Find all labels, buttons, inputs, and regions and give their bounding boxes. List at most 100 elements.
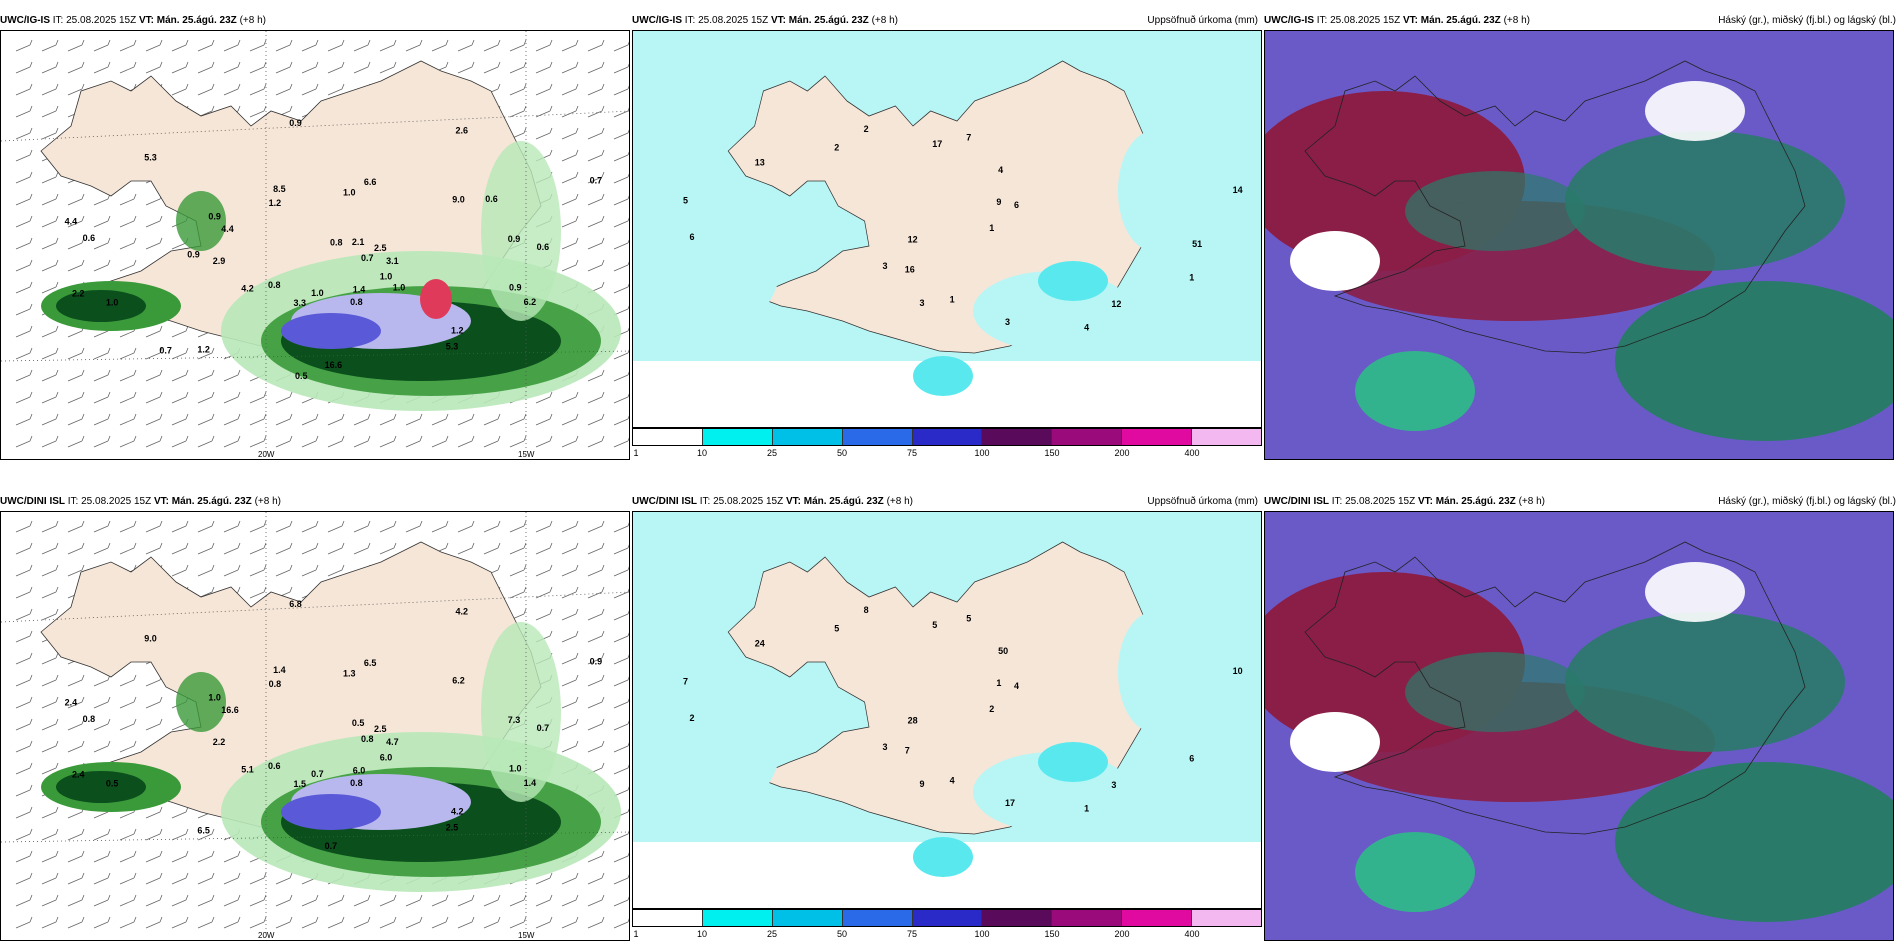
legend-swatch xyxy=(702,429,773,445)
precip-values: 0.70.81.01.20.60.71.01.20.91.02.61.44.40… xyxy=(65,118,602,381)
accum-value: 2 xyxy=(690,713,695,723)
accum-value: 1 xyxy=(1084,804,1089,814)
precip-shading xyxy=(663,612,1188,877)
precip-value: 7.3 xyxy=(508,715,521,725)
model-name: UWC/DINI ISL xyxy=(632,496,697,507)
precip-value: 2.2 xyxy=(213,737,226,747)
legend-label: 75 xyxy=(906,929,918,939)
accum-value: 2 xyxy=(864,124,869,134)
precip-value: 3.1 xyxy=(386,256,399,266)
precip-value: 6.0 xyxy=(353,765,366,775)
accum-value: 3 xyxy=(1005,317,1010,327)
legend-swatch xyxy=(772,429,843,445)
accum-value: 6 xyxy=(1189,753,1194,763)
legend-swatch xyxy=(912,429,983,445)
precip-value: 0.7 xyxy=(590,175,603,185)
precip-shading xyxy=(41,622,621,892)
issue-time: IT: 25.08.2025 15Z xyxy=(67,496,152,507)
wind-precip-map: 20W 15W 0.8 0.6 1.3 4.2 0.8 0.9 0.7 0.8 1.0 0.5 4.2 6… xyxy=(0,511,630,941)
precip-value: 2.2 xyxy=(72,289,85,299)
precip-value: 1.0 xyxy=(208,693,221,703)
accum-value: 17 xyxy=(932,139,942,149)
precip-value: 0.6 xyxy=(83,233,96,243)
precip-value: 0.7 xyxy=(361,253,374,263)
right-title: Uppsöfnuð úrkoma (mm) xyxy=(1147,15,1258,26)
accum-value: 7 xyxy=(905,745,910,755)
precip-value: 6.5 xyxy=(197,825,210,835)
valid-time: VT: Mán. 25.ágú. 23Z xyxy=(138,15,237,26)
precip-value: 6.2 xyxy=(452,676,465,686)
legend-swatch xyxy=(982,429,1053,445)
accum-value: 9 xyxy=(996,197,1001,207)
panel-dini-clouds: UWC/DINI ISL IT: 25.08.2025 15Z VT: Mán.… xyxy=(1264,493,1900,941)
panel-title: UWC/IG-IS IT: 25.08.2025 15Z VT: Mán. 25… xyxy=(632,12,1262,30)
lead-time: (+8 h) xyxy=(1503,15,1530,26)
accum-value: 5 xyxy=(932,620,937,630)
precip-value: 0.9 xyxy=(187,249,200,259)
accum-value: 9 xyxy=(919,779,924,789)
precip-value: 1.0 xyxy=(343,187,356,197)
model-name: UWC/IG-IS xyxy=(1264,15,1314,26)
legend-swatch xyxy=(1052,429,1123,445)
legend-label: 50 xyxy=(836,929,848,939)
accum-value: 2 xyxy=(989,704,994,714)
panel-title: UWC/DINI ISL IT: 25.08.2025 15Z VT: Mán.… xyxy=(1264,493,1900,511)
legend-swatch xyxy=(982,910,1053,926)
valid-time: VT: Mán. 25.ágú. 23Z xyxy=(785,496,884,507)
precip-value: 2.5 xyxy=(374,724,387,734)
issue-time: IT: 25.08.2025 15Z xyxy=(684,15,769,26)
precip-value: 1.4 xyxy=(273,665,286,675)
accum-value: 5 xyxy=(834,624,839,634)
accum-value: 1 xyxy=(950,294,955,304)
precip-value: 0.5 xyxy=(352,718,365,728)
legend-label: 1 xyxy=(633,448,639,458)
lead-time: (+8 h) xyxy=(871,15,898,26)
color-legend: 1 10 25 50 75 100 150 200 400 xyxy=(632,909,1262,941)
accum-value: 16 xyxy=(905,264,915,274)
legend-label: 75 xyxy=(906,448,918,458)
accum-value: 3 xyxy=(882,742,887,752)
precip-value: 4.4 xyxy=(65,217,78,227)
precip-value: 1.4 xyxy=(353,284,366,294)
precip-value: 0.9 xyxy=(508,234,521,244)
accum-value: 4 xyxy=(998,165,1003,175)
accum-value: 14 xyxy=(1233,185,1243,195)
legend-label: 150 xyxy=(1044,929,1060,939)
cloud-map xyxy=(1264,511,1894,941)
precip-value: 5.3 xyxy=(446,342,459,352)
panel-ig-accum: UWC/IG-IS IT: 25.08.2025 15Z VT: Mán. 25… xyxy=(632,12,1262,460)
precip-value: 2.4 xyxy=(72,770,85,780)
precip-value: 4.2 xyxy=(456,607,469,617)
accum-precip-map: 1 3 7 4 5 6 3 2 1 12 4 3 13 14 16 17 12 6 9 1 2 51 xyxy=(632,30,1262,428)
precip-value: 2.5 xyxy=(446,823,459,833)
legend-label: 150 xyxy=(1044,448,1060,458)
valid-time: VT: Mán. 25.ágú. 23Z xyxy=(1417,496,1516,507)
precip-value: 2.5 xyxy=(374,243,387,253)
precip-value: 16.6 xyxy=(221,705,239,715)
color-legend: 1 10 25 50 75 100 150 200 400 xyxy=(632,428,1262,460)
accum-value: 51 xyxy=(1192,239,1202,249)
lead-time: (+8 h) xyxy=(886,496,913,507)
accum-value: 1 xyxy=(989,223,994,233)
precip-value: 2.6 xyxy=(456,126,469,136)
precip-value: 0.8 xyxy=(269,679,282,689)
panel-dini-wind: UWC/DINI ISL IT: 25.08.2025 15Z VT: Mán.… xyxy=(0,493,630,941)
lon-label: 20W xyxy=(258,450,275,459)
legend-label: 25 xyxy=(766,448,778,458)
precip-value: 16.6 xyxy=(325,360,343,370)
precip-value: 0.8 xyxy=(268,280,281,290)
accum-value: 6 xyxy=(690,232,695,242)
precip-shading xyxy=(41,141,621,411)
accum-value: 8 xyxy=(864,605,869,615)
accum-value: 2 xyxy=(834,143,839,153)
precip-value: 0.8 xyxy=(361,734,374,744)
accum-value: 10 xyxy=(1233,666,1243,676)
precip-value: 0.8 xyxy=(83,714,96,724)
legend-label: 1 xyxy=(633,929,639,939)
legend-swatch xyxy=(1052,910,1123,926)
precip-value: 0.9 xyxy=(289,118,302,128)
panel-title: UWC/IG-IS IT: 25.08.2025 15Z VT: Mán. 25… xyxy=(0,12,630,30)
wind-precip-map: 20W 15W 0.7 0.8 1.0 1.2 0.6 0.7 1.0 1.2 0.9 1.0 2.6 1… xyxy=(0,30,630,460)
accum-value: 1 xyxy=(1189,272,1194,282)
